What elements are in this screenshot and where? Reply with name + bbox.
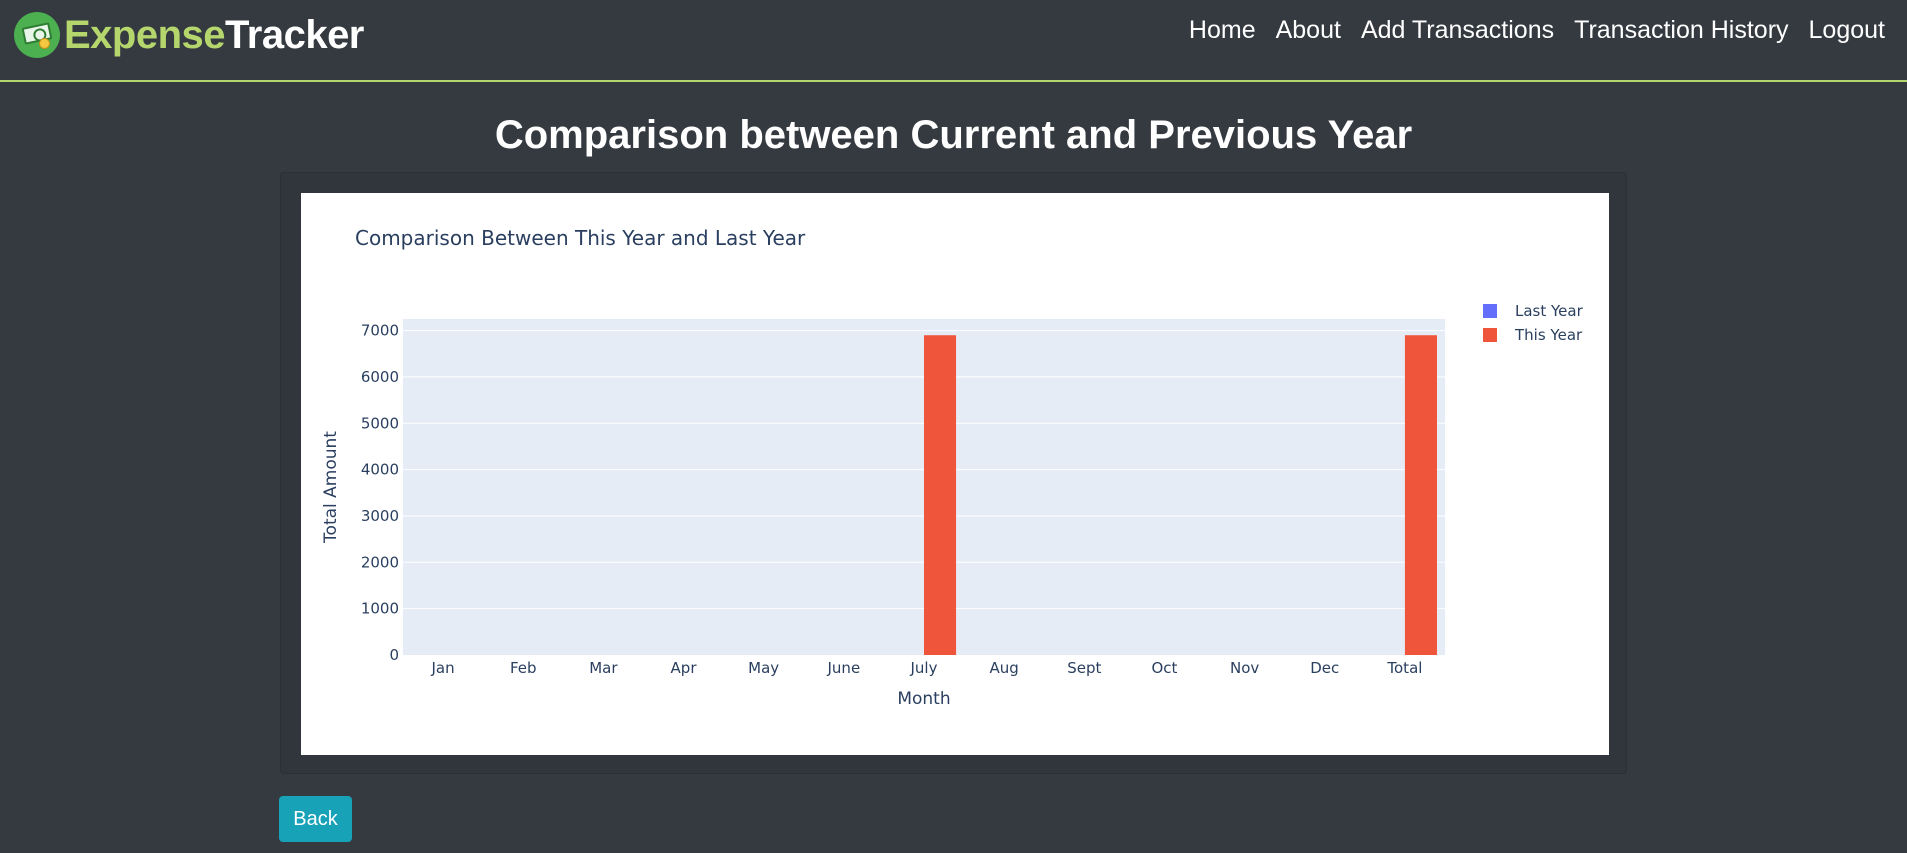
bar-this-year-total [1404,335,1437,655]
y-axis-label: Total Amount [321,431,341,544]
nav-add-transactions-link[interactable]: Add Transactions [1360,16,1555,44]
x-tick-label: Total [1386,659,1422,677]
legend-label-this-year[interactable]: This Year [1514,326,1583,344]
x-tick-label: Aug [990,659,1019,677]
x-tick-label: Feb [510,659,537,677]
y-tick-label: 6000 [361,368,399,386]
x-tick-label: May [748,659,779,677]
nav-transaction-history-link[interactable]: Transaction History [1574,16,1789,44]
y-tick-label: 5000 [361,414,399,432]
chart-title: Comparison Between This Year and Last Ye… [355,226,806,250]
x-tick-label: Mar [589,659,618,677]
chart-panel: 0 1000 2000 3000 4000 5000 6000 7000 Jan Feb Mar Ap… [301,193,1609,755]
brand-name: ExpenseTracker [64,13,364,58]
navbar: ExpenseTracker Home About Add Transactio… [0,0,1907,82]
y-tick-label: 4000 [361,461,399,479]
x-tick-label: Dec [1310,659,1339,677]
money-logo-icon [14,12,60,58]
nav-about-link[interactable]: About [1275,16,1341,44]
x-tick-label: July [910,659,938,677]
brand[interactable]: ExpenseTracker [14,12,364,58]
chart-card: 0 1000 2000 3000 4000 5000 6000 7000 Jan Feb Mar Ap… [280,172,1627,774]
x-tick-label: Sept [1067,659,1101,677]
nav-home-link[interactable]: Home [1188,16,1256,44]
nav-logout-link[interactable]: Logout [1808,16,1885,44]
x-tick-label: Nov [1230,659,1259,677]
legend-swatch-last-year[interactable] [1483,304,1497,318]
x-tick-label: Apr [671,659,698,677]
y-tick-label: 1000 [361,600,399,618]
x-axis-label: Month [897,689,950,709]
y-tick-label: 7000 [361,322,399,340]
y-tick-label: 2000 [361,553,399,571]
back-button[interactable]: Back [279,796,352,842]
bar-this-year-july [924,335,957,655]
x-tick-label: Jan [431,659,455,677]
x-tick-label: Oct [1151,659,1177,677]
brand-name-part2: Tracker [225,12,364,57]
brand-name-part1: Expense [64,12,226,57]
x-tick-label: June [827,659,861,677]
comparison-bar-chart: 0 1000 2000 3000 4000 5000 6000 7000 Jan Feb Mar Ap… [321,226,1584,709]
legend-label-last-year[interactable]: Last Year [1515,302,1584,320]
legend-swatch-this-year[interactable] [1483,328,1497,342]
page-title: Comparison between Current and Previous … [494,113,1413,157]
y-tick-label: 3000 [361,507,399,525]
nav-menu: Home About Add Transactions Transaction … [1189,16,1885,45]
y-tick-label: 0 [389,646,399,664]
